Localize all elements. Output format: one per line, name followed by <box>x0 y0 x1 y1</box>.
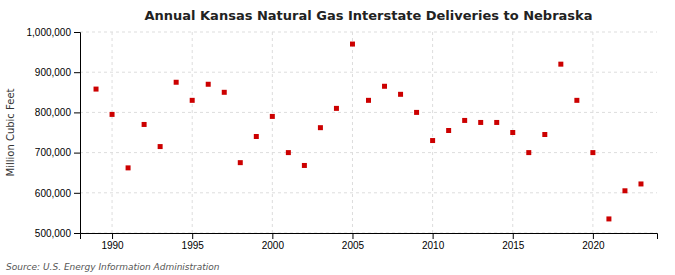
point <box>542 132 547 137</box>
point <box>190 98 195 103</box>
point <box>286 150 291 155</box>
point <box>366 98 371 103</box>
annotation: Source: U.S. Energy Information Administ… <box>6 262 220 272</box>
x-tick-mark <box>192 233 193 239</box>
x-tick: 1990 <box>101 233 124 251</box>
point <box>254 134 259 139</box>
point <box>638 181 643 186</box>
x-tick-label: 1990 <box>101 240 124 251</box>
grid <box>80 32 657 233</box>
y-tick: 600,000 <box>35 188 80 199</box>
x-tick-mark <box>352 233 353 239</box>
point <box>222 90 227 95</box>
x-tick-label: 2005 <box>342 240 365 251</box>
y-axis-title: Million Cubic Feet <box>5 88 16 176</box>
x-axis: 1990 1995 2000 2005 2010 2015 2020 <box>81 233 658 251</box>
point <box>414 110 419 115</box>
title: Annual Kansas Natural Gas Interstate Del… <box>144 8 592 23</box>
x-tick-mark <box>513 233 514 239</box>
x-tick-mark <box>593 233 594 239</box>
y-tick-label: 500,000 <box>35 228 72 239</box>
x-tick-mark <box>112 233 113 239</box>
point <box>606 216 611 221</box>
point <box>478 120 483 125</box>
y-tick: 800,000 <box>35 107 80 118</box>
point <box>318 125 323 130</box>
y-tick-label: 700,000 <box>35 147 72 158</box>
x-tick: 2000 <box>262 233 285 251</box>
point <box>430 138 435 143</box>
y-tick: 500,000 <box>35 228 80 239</box>
x-tick: 2020 <box>582 233 605 251</box>
x-axis-line <box>81 234 658 240</box>
point <box>590 150 595 155</box>
x-grid-line <box>272 32 273 233</box>
x-tick-mark <box>433 233 434 239</box>
x-grid-line <box>432 32 433 233</box>
x-tick-mark <box>272 233 273 239</box>
y-grid-line <box>80 112 657 113</box>
chart: 1990 1995 2000 2005 2010 2015 2020 500,000 600,0… <box>0 0 675 275</box>
point <box>462 118 467 123</box>
point <box>302 163 307 168</box>
x-grid-line <box>192 32 193 233</box>
y-grid-line <box>80 72 657 73</box>
point <box>350 42 355 47</box>
y-tick-label: 1,000,000 <box>27 27 72 38</box>
x-tick-label: 1995 <box>182 240 205 251</box>
x-tick: 2015 <box>502 233 525 251</box>
x-grid-line <box>352 32 353 233</box>
y-tick-mark <box>74 72 80 73</box>
point <box>206 82 211 87</box>
y-tick: 1,000,000 <box>27 27 81 38</box>
point <box>574 98 579 103</box>
x-grid-line <box>592 32 593 233</box>
point <box>510 130 515 135</box>
y-tick-label: 900,000 <box>35 67 72 78</box>
y-tick-mark <box>74 233 80 234</box>
y-tick: 900,000 <box>35 67 80 78</box>
point <box>94 87 99 92</box>
point <box>158 144 163 149</box>
x-grid-line <box>112 32 113 233</box>
y-tick-mark <box>74 193 80 194</box>
point <box>270 114 275 119</box>
y-grid-line <box>80 152 657 153</box>
point <box>382 84 387 89</box>
y-tick-label: 800,000 <box>35 107 72 118</box>
y-tick: 700,000 <box>35 147 80 158</box>
point <box>142 122 147 127</box>
y-grid-line <box>80 192 657 193</box>
point <box>174 80 179 85</box>
points <box>94 42 644 222</box>
x-tick-label: 2015 <box>502 240 525 251</box>
point <box>494 120 499 125</box>
point <box>526 150 531 155</box>
plot-area: 1990 1995 2000 2005 2010 2015 2020 500,000 600,0… <box>27 27 658 251</box>
y-tick-mark <box>74 112 80 113</box>
point <box>126 165 131 170</box>
x-tick: 2005 <box>342 233 365 251</box>
y-grid-line <box>80 32 657 33</box>
y-tick-label: 600,000 <box>35 188 72 199</box>
x-tick: 2010 <box>422 233 445 251</box>
point <box>558 62 563 67</box>
x-tick-label: 2010 <box>422 240 445 251</box>
x-tick: 1995 <box>182 233 205 251</box>
y-axis: 500,000 600,000 700,000 800,000 900,000 1,000… <box>27 27 81 239</box>
point <box>110 112 115 117</box>
x-tick-label: 2020 <box>582 240 605 251</box>
y-axis-line <box>74 33 81 234</box>
y-tick-mark <box>74 153 80 154</box>
point <box>446 128 451 133</box>
point <box>334 106 339 111</box>
point <box>398 92 403 97</box>
x-tick-label: 2000 <box>262 240 285 251</box>
point <box>238 160 243 165</box>
point <box>622 188 627 193</box>
y-tick-mark <box>74 32 80 33</box>
